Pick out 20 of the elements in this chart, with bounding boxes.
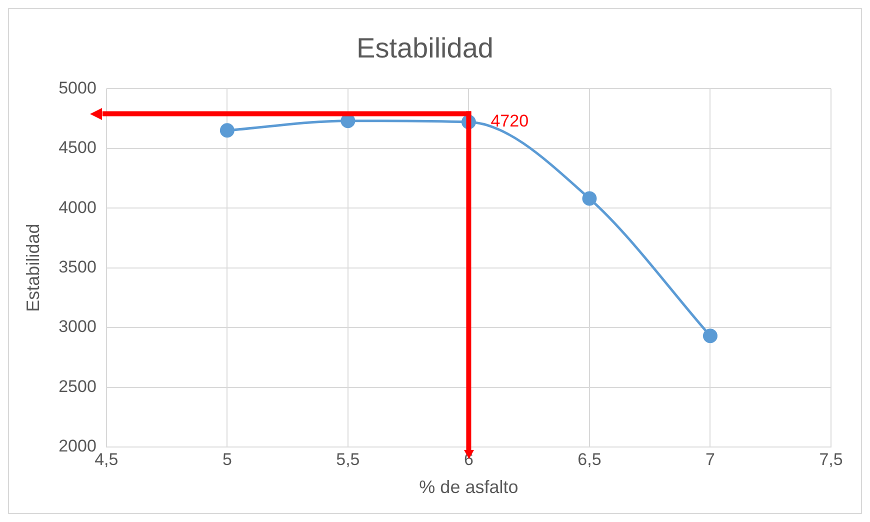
x-tick-label: 5,5 <box>336 450 360 469</box>
annotation: 4720 <box>490 112 529 131</box>
y-tick-label: 4500 <box>58 138 96 158</box>
point <box>582 191 597 206</box>
x-tick-label: 6,5 <box>578 450 602 469</box>
x-axis-title: % de asfalto <box>419 477 518 498</box>
y-tick-label: 3500 <box>58 257 96 276</box>
y-axis-title: Estabilidad <box>22 224 43 312</box>
point <box>220 123 234 138</box>
y-tick-label: 4000 <box>58 198 96 217</box>
x-tick-label: 7 <box>706 450 715 469</box>
x-tick-label: 7,5 <box>819 450 843 469</box>
x-tick-label: 5 <box>222 450 232 469</box>
y-tick-label: 2000 <box>58 436 96 456</box>
chart-title: Estabilidad <box>356 32 494 64</box>
point <box>702 328 718 344</box>
y-tick-label: 5000 <box>58 78 96 98</box>
x-tick-label: 4,5 <box>94 450 118 469</box>
y-tick-label: 3000 <box>58 317 96 336</box>
y-tick-label: 2500 <box>58 376 96 396</box>
